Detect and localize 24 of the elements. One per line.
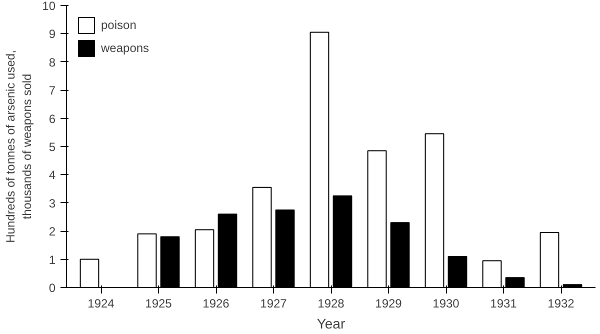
- y-tick-label: 4: [48, 168, 56, 182]
- legend-label: poison: [101, 18, 136, 32]
- y-tick-label: 10: [42, 0, 56, 13]
- x-tick-label: 1927: [260, 296, 288, 310]
- x-tick-label: 1930: [432, 296, 460, 310]
- y-tick-label: 6: [48, 112, 56, 126]
- x-tick-label: 1925: [145, 296, 172, 310]
- x-tick-label: 1929: [375, 296, 402, 310]
- y-tick-label: 3: [48, 196, 56, 210]
- x-tick-label: 1926: [202, 296, 230, 310]
- y-tick-label: 9: [48, 27, 56, 42]
- x-tick-label: 1924: [88, 296, 115, 310]
- x-tick-label: 1932: [548, 296, 575, 310]
- legend-label: weapons: [101, 41, 150, 55]
- x-tick-label: 1931: [490, 296, 518, 310]
- y-tick-label: 8: [48, 55, 56, 70]
- x-tick-label: 1928: [318, 296, 345, 310]
- y-axis-title: Hundreds of tonnes of arsenic used, thousands of weapons sold: [3, 50, 34, 243]
- x-axis-title: Year: [316, 316, 346, 332]
- y-tick-label: 0: [48, 281, 56, 295]
- y-tick-label: 7: [48, 84, 56, 98]
- y-tick-label: 5: [48, 140, 56, 154]
- y-tick-label: 1: [48, 252, 56, 267]
- y-tick-label: 2: [48, 224, 56, 239]
